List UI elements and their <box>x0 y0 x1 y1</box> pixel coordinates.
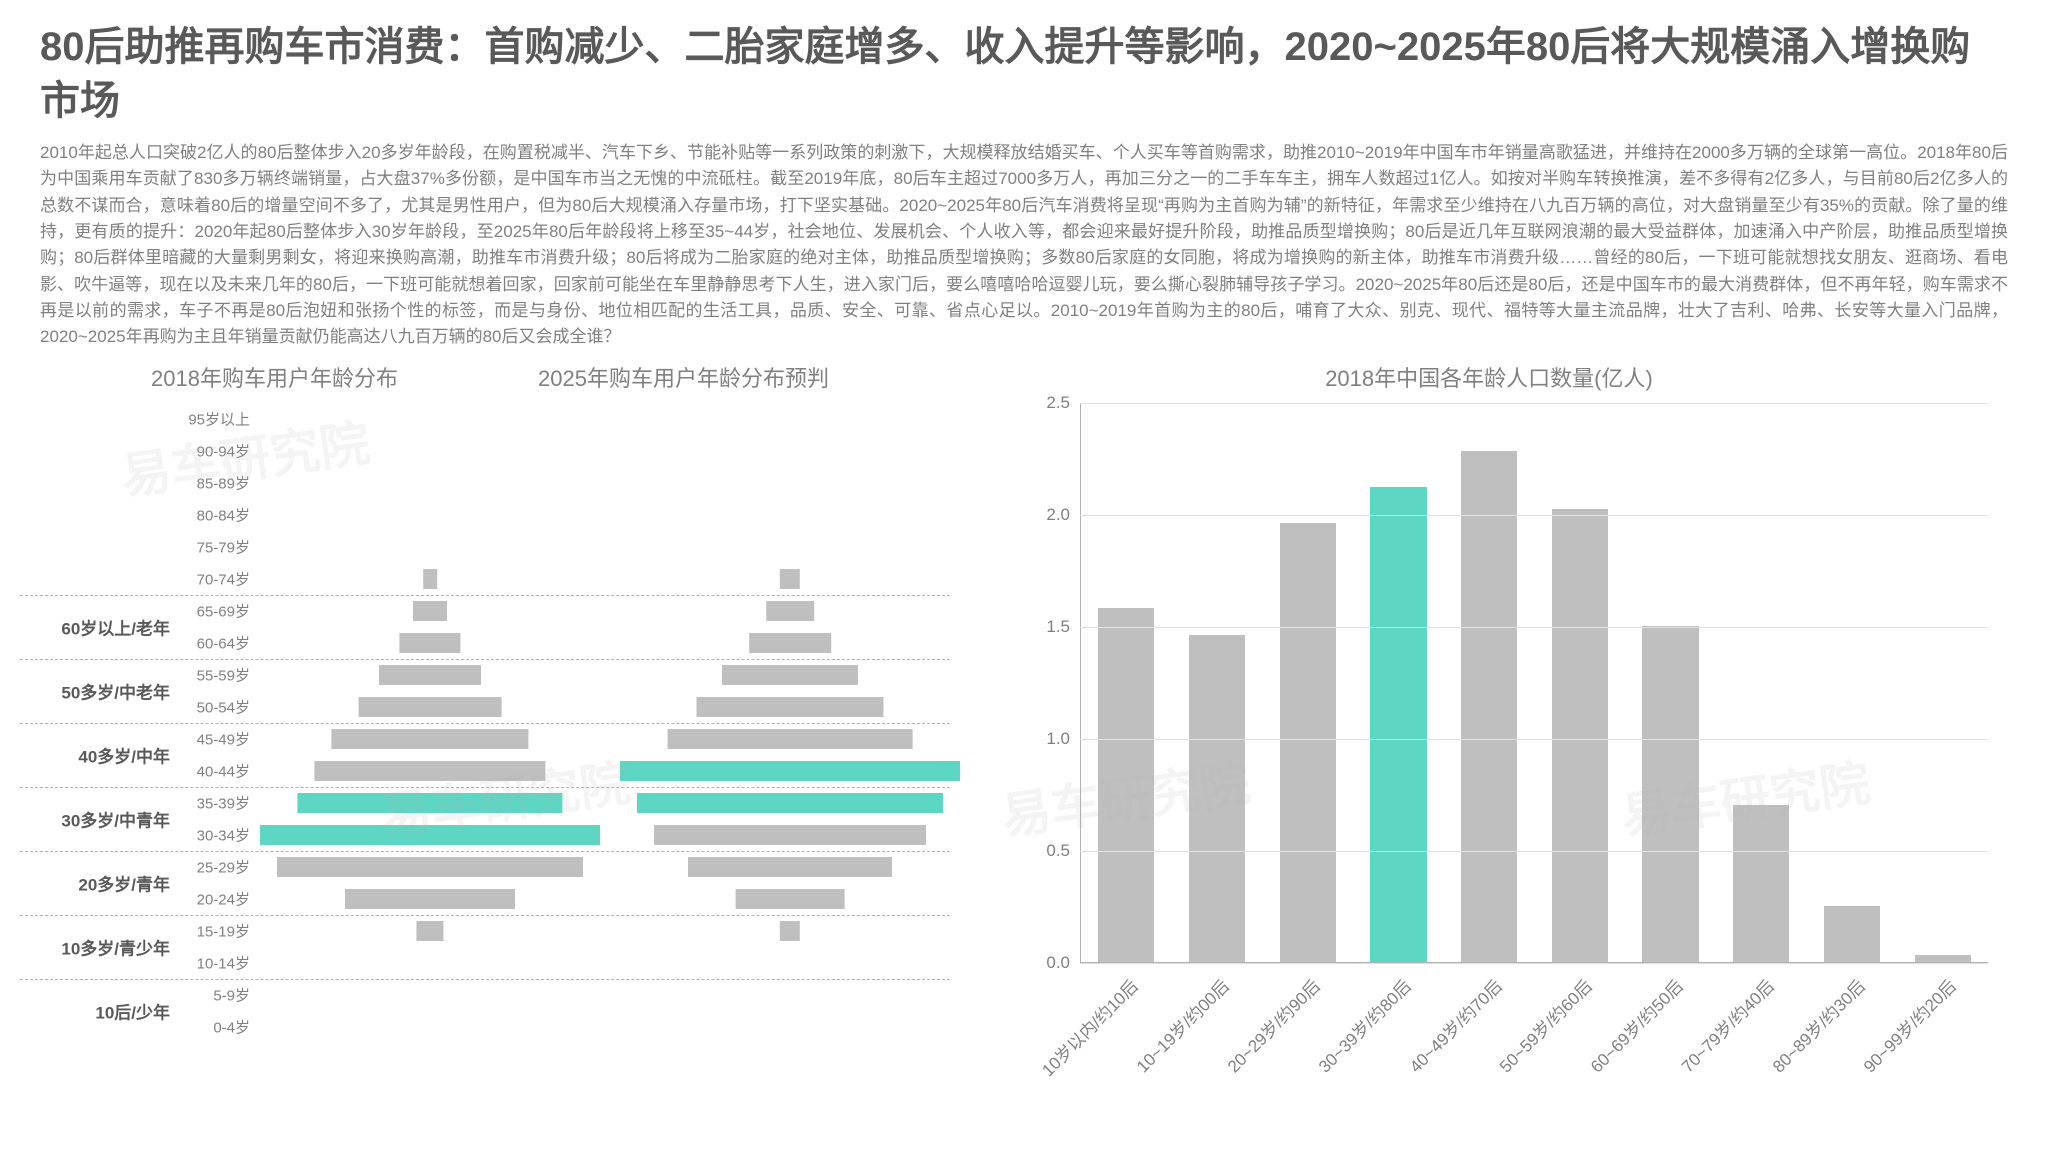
y-tick-label: 0.5 <box>1046 841 1070 861</box>
pyramid-bar <box>780 569 800 589</box>
pyramids-area: 60岁以上/老年 50多岁/中老年 40多岁/中年 30多岁/中青年 20多岁/青年 10… <box>40 403 940 1043</box>
pyramid-b-title: 2025年购车用户年龄分布预判 <box>538 361 829 393</box>
bar <box>1189 635 1245 962</box>
pyramid-bar <box>413 601 447 621</box>
pyramid-bar <box>359 697 502 717</box>
age-bin-label: 10-14岁 <box>197 952 250 973</box>
pyramid-panel: 2018年购车用户年龄分布 2025年购车用户年龄分布预判 60岁以上/老年 50… <box>40 361 940 1081</box>
age-bin-label: 15-19岁 <box>197 920 250 941</box>
bar <box>1280 523 1336 962</box>
pyramid-bar <box>722 665 858 685</box>
charts-row: 2018年购车用户年龄分布 2025年购车用户年龄分布预判 60岁以上/老年 50… <box>40 361 2008 1081</box>
age-group-label: 40多岁/中年 <box>78 742 170 767</box>
pyramid-bar <box>423 569 437 589</box>
age-group-label: 30多岁/中青年 <box>61 806 170 831</box>
age-bin-label: 70-74岁 <box>197 568 250 589</box>
age-bin-label: 75-79岁 <box>197 536 250 557</box>
x-tick-label: 90~99岁/约20后 <box>1856 973 1960 1077</box>
age-bin-label: 60-64岁 <box>197 632 250 653</box>
pyramid-bar <box>399 633 460 653</box>
pyramid-bar <box>297 793 562 813</box>
x-tick-label: 80~89岁/约30后 <box>1765 973 1869 1077</box>
body-paragraph: 2010年起总人口突破2亿人的80后整体步入20多岁年龄段，在购置税减半、汽车下… <box>40 140 2008 351</box>
bar <box>1461 451 1517 962</box>
y-tick-label: 2.5 <box>1046 393 1070 413</box>
pyramid-bar <box>260 825 600 845</box>
pyramid-bar <box>416 921 443 941</box>
bar <box>1915 955 1971 962</box>
age-bin-label: 95岁以上 <box>188 408 250 429</box>
pyramid-bar <box>314 761 545 781</box>
pyramid-bar <box>345 889 515 909</box>
x-tick-label: 30~39岁/约80后 <box>1311 973 1415 1077</box>
x-tick-label: 10~19岁/约00后 <box>1130 973 1234 1077</box>
y-tick-label: 0.0 <box>1046 953 1070 973</box>
age-bin-label: 55-59岁 <box>197 664 250 685</box>
age-group-label: 10后/少年 <box>95 998 170 1023</box>
bar <box>1098 608 1154 962</box>
age-bin-label: 50-54岁 <box>197 696 250 717</box>
pyramid-bar <box>620 761 960 781</box>
age-bin-label: 65-69岁 <box>197 600 250 621</box>
age-bin-label: 80-84岁 <box>197 504 250 525</box>
pyramid-bar <box>766 601 814 621</box>
age-bin-label: 0-4岁 <box>213 1016 250 1037</box>
pyramid-bar <box>736 889 845 909</box>
barchart-title: 2018年中国各年龄人口数量(亿人) <box>970 361 2008 393</box>
y-tick-label: 1.5 <box>1046 617 1070 637</box>
bar <box>1552 509 1608 961</box>
page-title: 80后助推再购车市消费：首购减少、二胎家庭增多、收入提升等影响，2020~202… <box>40 20 2008 128</box>
pyramid-bar <box>688 857 892 877</box>
age-bin-label: 5-9岁 <box>213 984 250 1005</box>
y-tick-label: 2.0 <box>1046 505 1070 525</box>
x-tick-label: 50~59岁/约60后 <box>1493 973 1597 1077</box>
pyramid-bar <box>379 665 481 685</box>
bar-chart: 0.00.51.01.52.02.5 <box>1030 403 1988 963</box>
x-tick-label: 20~29岁/约90后 <box>1220 973 1324 1077</box>
bar <box>1370 487 1426 962</box>
age-bin-label: 25-29岁 <box>197 856 250 877</box>
pyramid-bar <box>697 697 884 717</box>
age-bin-label: 45-49岁 <box>197 728 250 749</box>
x-tick-label: 70~79岁/约40后 <box>1674 973 1778 1077</box>
age-bin-label: 30-34岁 <box>197 824 250 845</box>
x-tick-label: 60~69岁/约50后 <box>1584 973 1688 1077</box>
age-group-label: 50多岁/中老年 <box>61 678 170 703</box>
age-bin-label: 35-39岁 <box>197 792 250 813</box>
age-group-label: 60岁以上/老年 <box>61 614 170 639</box>
pyramid-bar <box>654 825 926 845</box>
pyramid-bar <box>637 793 943 813</box>
pyramid-bar <box>780 921 800 941</box>
pyramid-a-title: 2018年购车用户年龄分布 <box>151 361 398 393</box>
x-tick-label: 40~49岁/约70后 <box>1402 973 1506 1077</box>
bar <box>1642 626 1698 962</box>
pyramid-bar <box>331 729 528 749</box>
pyramid-bar <box>668 729 913 749</box>
age-group-label: 20多岁/青年 <box>78 870 170 895</box>
x-tick-label: 10岁以内/约10后 <box>1035 973 1143 1081</box>
age-group-label: 10多岁/青少年 <box>61 934 170 959</box>
pyramid-bar <box>749 633 831 653</box>
bar <box>1824 906 1880 962</box>
pyramid-bar <box>277 857 583 877</box>
bar <box>1733 805 1789 962</box>
age-bin-label: 90-94岁 <box>197 440 250 461</box>
age-bin-label: 85-89岁 <box>197 472 250 493</box>
y-tick-label: 1.0 <box>1046 729 1070 749</box>
age-bin-label: 20-24岁 <box>197 888 250 909</box>
age-bin-label: 40-44岁 <box>197 760 250 781</box>
barchart-panel: 2018年中国各年龄人口数量(亿人) 0.0 0.5 1.0 1.5 2.0 2.5 10… <box>970 361 2008 1081</box>
